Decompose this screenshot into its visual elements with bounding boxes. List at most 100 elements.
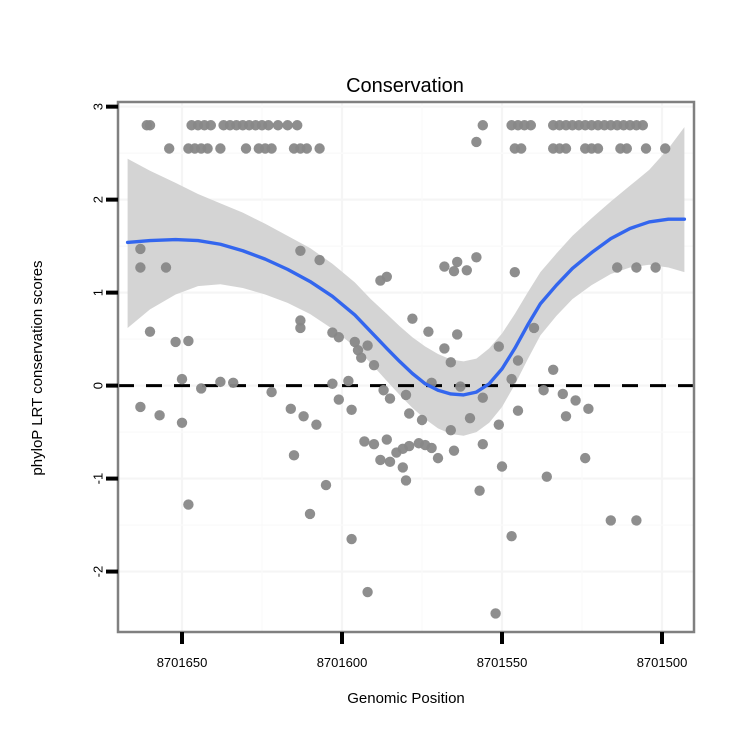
data-point [362,586,373,598]
scatter-points [135,120,671,619]
data-point [464,412,476,424]
data-point [496,461,508,472]
data-point [541,471,552,482]
data-point [477,392,488,403]
data-point [295,315,306,326]
data-point [426,442,437,454]
data-point [346,404,357,415]
data-point [432,452,444,464]
data-point [580,452,591,464]
data-point [154,410,165,421]
x-tick-label: 8701550 [477,655,528,670]
data-point [144,326,156,337]
chart-title: Conservation [346,75,464,97]
y-tick-label: -1 [91,473,106,485]
data-point [560,411,572,422]
data-point [471,136,482,148]
data-point [381,434,392,445]
data-point [176,373,188,385]
data-point [650,262,661,273]
data-point [612,262,623,273]
data-point [384,393,396,404]
data-point [215,376,226,388]
data-point [176,417,188,428]
data-point [196,383,207,394]
data-point [471,252,482,263]
data-point [359,436,370,447]
data-point [493,419,504,430]
y-tick-label: -2 [91,566,106,578]
data-point [592,143,604,154]
data-point [333,332,344,343]
data-point [621,143,632,154]
data-point [384,456,396,468]
data-point [381,271,392,283]
data-point [416,414,428,426]
data-point [240,143,252,154]
data-point [400,389,412,401]
data-point [135,243,146,255]
data-point [512,355,524,366]
y-tick-label: 2 [91,196,106,203]
data-point [477,438,488,450]
data-point [445,425,456,436]
data-point [439,261,450,272]
data-point [557,388,568,400]
data-point [560,143,572,154]
data-point [304,508,316,520]
data-point [493,341,504,352]
data-point [423,326,434,337]
x-axis-title: Genomic Position [347,690,465,707]
data-point [288,450,300,461]
data-point [266,143,277,154]
data-point [202,143,213,154]
data-point [311,419,322,430]
data-point [538,385,549,396]
data-point [298,411,309,422]
data-point [295,245,306,256]
x-axis-ticks: 8701650 8701600 8701550 8701500 [157,632,688,670]
data-point [135,401,146,413]
data-point [327,378,338,389]
confidence-band [127,127,685,436]
data-point [349,336,360,348]
data-point [301,143,312,154]
data-point [400,475,412,486]
data-point [292,120,303,131]
data-point [285,403,296,415]
data-point [445,357,456,368]
x-tick-label: 8701650 [157,655,208,670]
plot-panel-border [116,100,696,634]
data-point [474,485,485,496]
data-point [272,120,284,131]
data-point [282,120,293,131]
data-point [343,375,354,387]
data-point [314,143,325,154]
data-point [407,313,418,324]
data-point [295,322,306,334]
y-axis-title: phyloP LRT conservation scores [29,260,46,475]
data-point [448,445,460,456]
data-point [356,352,367,363]
data-point [525,120,536,131]
data-point [605,515,616,526]
y-axis-ticks: 3 2 1 0 -1 -2 [91,103,118,578]
x-tick-label: 8701500 [637,655,688,670]
data-point [512,405,524,416]
data-point [320,479,332,491]
trend-line-path [125,217,687,397]
data-point [516,143,527,154]
y-tick-label: 3 [91,103,106,110]
data-point [452,256,463,268]
data-point [506,531,517,542]
data-point [631,262,642,273]
data-point [455,381,466,392]
data-point [528,322,540,334]
data-point [160,262,172,273]
data-point [368,359,380,371]
data-point [509,266,520,278]
data-point [570,395,581,406]
data-point [378,385,389,396]
